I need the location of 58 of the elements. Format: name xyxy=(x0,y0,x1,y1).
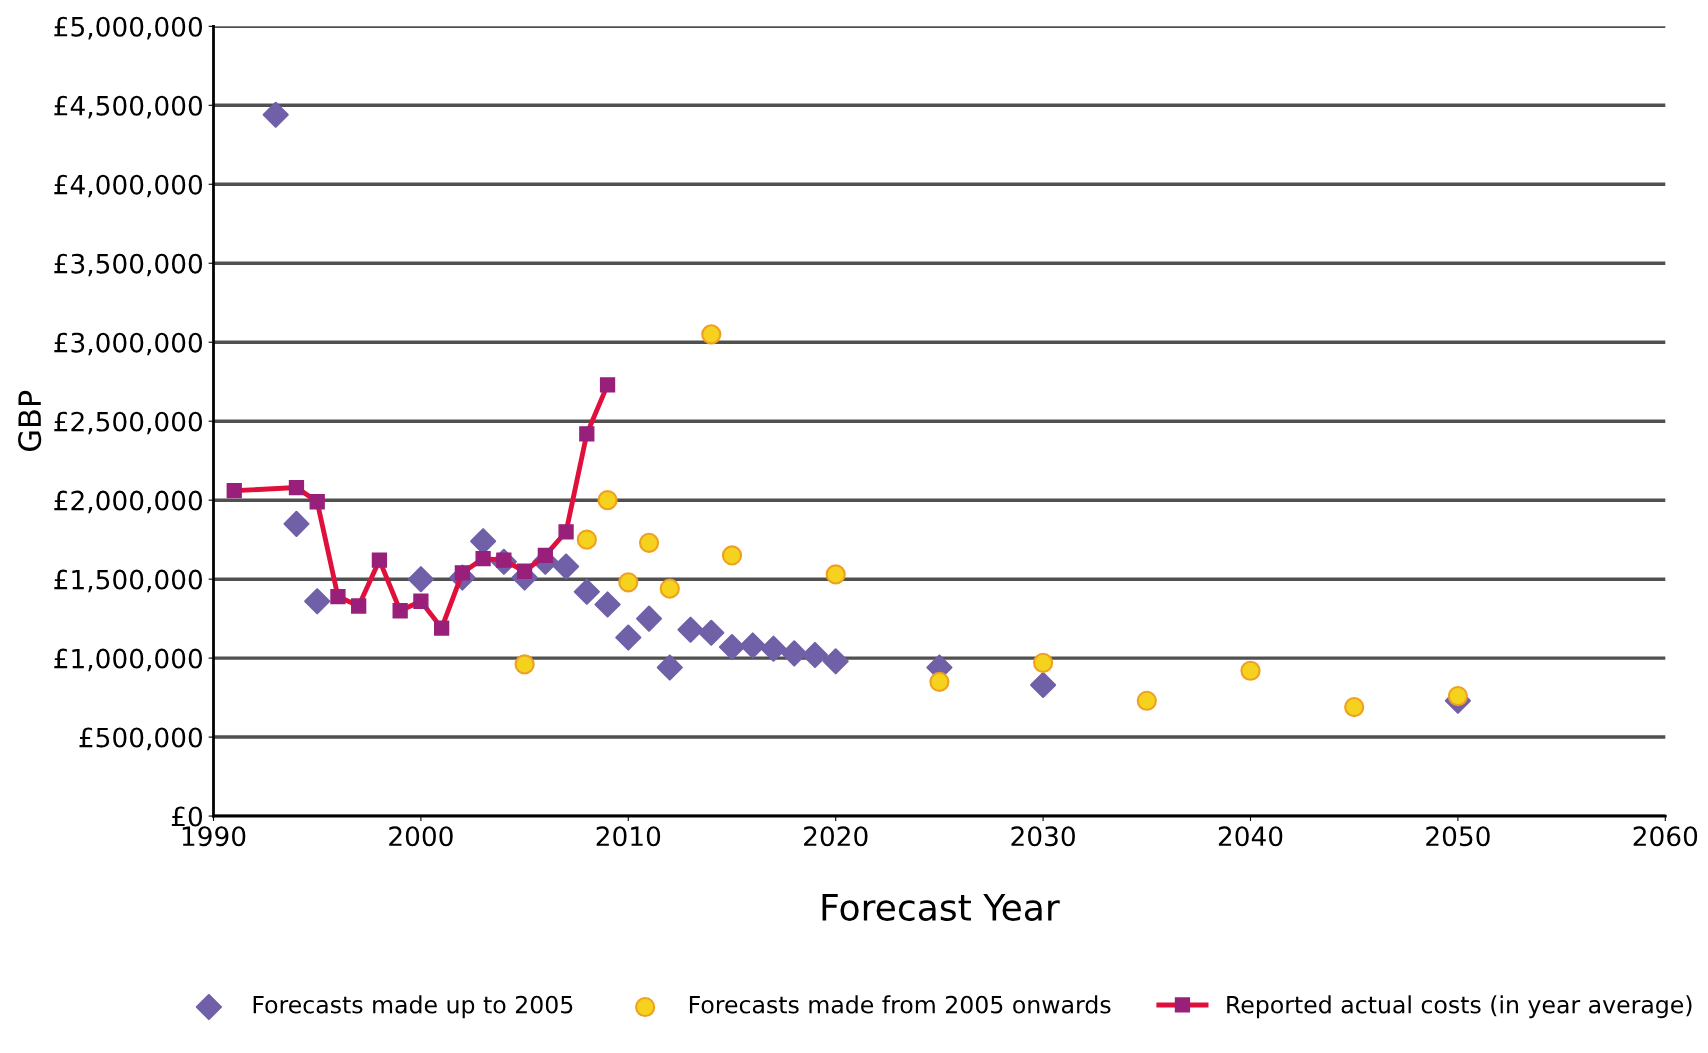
point xyxy=(659,578,680,599)
y-tick-label: £0 xyxy=(171,806,203,827)
point xyxy=(1240,660,1261,681)
y-tick-label: £4,500,000 xyxy=(54,95,203,119)
point xyxy=(594,591,621,618)
legend-label: Forecasts made up to 2005 xyxy=(253,995,573,1019)
point xyxy=(638,532,660,553)
y-tick-label: £4,000,000 xyxy=(54,174,203,198)
point xyxy=(1033,652,1054,673)
y-tick-label: £1,000,000 xyxy=(54,648,203,672)
point xyxy=(635,605,663,632)
point xyxy=(1030,671,1057,699)
point xyxy=(825,564,846,585)
point xyxy=(718,634,746,661)
point xyxy=(677,616,704,643)
x-tick-label: 2000 xyxy=(389,826,453,847)
point xyxy=(760,635,787,662)
point xyxy=(283,510,310,537)
point xyxy=(781,640,808,667)
point xyxy=(576,529,597,550)
point xyxy=(701,324,722,345)
x-tick-label: 2040 xyxy=(1218,826,1283,847)
point xyxy=(1344,696,1365,718)
point xyxy=(618,572,639,593)
point xyxy=(1136,690,1157,711)
x-tick-label: 2050 xyxy=(1426,826,1490,847)
x-tick-label: 2060 xyxy=(1633,826,1698,847)
y-tick-label: £3,000,000 xyxy=(54,332,203,356)
point xyxy=(553,553,580,580)
legend-label: Forecasts made from 2005 onwards xyxy=(689,995,1111,1014)
x-tick-label: 1990 xyxy=(182,826,246,847)
point xyxy=(304,588,331,615)
point xyxy=(929,671,950,692)
x-tick-label: 2010 xyxy=(596,826,661,847)
point xyxy=(597,490,618,511)
point xyxy=(822,648,849,675)
point xyxy=(801,641,829,669)
point xyxy=(573,578,600,605)
y-tick-label: £500,000 xyxy=(79,727,203,751)
point xyxy=(721,545,743,566)
point xyxy=(1447,685,1468,707)
x-axis-title: Forecast Year xyxy=(822,894,1060,921)
y-tick-label: £2,500,000 xyxy=(54,411,203,435)
legend-label: Reported actual costs (in year average) xyxy=(1227,995,1692,1019)
point xyxy=(514,654,535,675)
point xyxy=(656,654,683,681)
point xyxy=(262,101,289,128)
y-tick-label: £2,000,000 xyxy=(54,490,203,514)
y-tick-label: £1,500,000 xyxy=(54,569,203,593)
y-tick-label: £3,500,000 xyxy=(54,253,203,277)
point xyxy=(615,624,642,651)
point xyxy=(739,632,766,659)
point xyxy=(407,566,434,593)
point xyxy=(698,619,725,646)
x-tick-label: 2020 xyxy=(804,826,868,847)
y-tick-label: £5,000,000 xyxy=(54,16,203,40)
y-axis-title: GBP xyxy=(18,390,42,452)
x-tick-label: 2030 xyxy=(1011,826,1075,847)
